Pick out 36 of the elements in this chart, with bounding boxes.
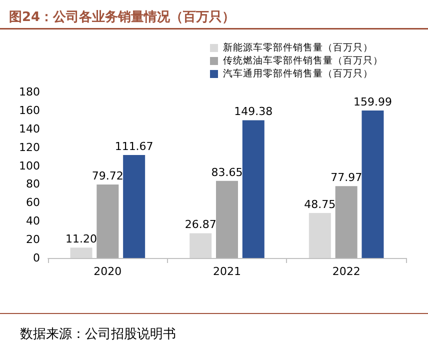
- bar: [242, 120, 264, 258]
- chart-title: 图24：公司各业务销量情况（百万只）: [9, 10, 236, 25]
- y-tick-label: 0: [33, 252, 40, 264]
- bar: [362, 110, 384, 258]
- y-tick-label: 160: [19, 104, 40, 117]
- y-tick-label: 140: [19, 122, 40, 136]
- bar: [190, 233, 212, 258]
- bar: [308, 213, 331, 258]
- bar: [123, 155, 146, 258]
- legend-label: 汽车通用零部件销售量（百万只）: [223, 68, 373, 80]
- data-label: 11.20: [66, 232, 98, 246]
- legend-label: 新能源车零部件销售量（百万只）: [223, 42, 373, 54]
- y-tick-label: 60: [26, 196, 40, 210]
- data-label: 111.67: [114, 140, 154, 154]
- source-note: 数据来源：公司招股说明书: [20, 327, 176, 342]
- y-tick-label: 120: [19, 140, 40, 154]
- data-label: 159.99: [353, 95, 392, 108]
- x-tick-label: 2021: [213, 265, 241, 278]
- data-label: 48.75: [304, 198, 336, 212]
- bar: [70, 248, 92, 258]
- data-label: 149.38: [234, 105, 273, 118]
- legend-label: 传统燃油车零部件销售量（百万只）: [223, 54, 383, 66]
- data-label: 77.97: [330, 171, 362, 184]
- y-tick-label: 180: [19, 86, 40, 98]
- bar: [335, 186, 358, 258]
- y-tick-label: 80: [26, 178, 40, 191]
- y-tick-label: 100: [19, 159, 40, 172]
- x-tick-label: 2022: [332, 265, 360, 278]
- x-tick-label: 2020: [94, 265, 122, 278]
- y-tick-label: 40: [26, 214, 40, 228]
- data-label: 26.87: [184, 218, 216, 232]
- data-label: 83.65: [211, 166, 243, 179]
- y-tick-label: 20: [26, 233, 40, 246]
- data-label: 79.72: [92, 169, 124, 182]
- bar: [96, 184, 119, 258]
- bar: [216, 180, 238, 258]
